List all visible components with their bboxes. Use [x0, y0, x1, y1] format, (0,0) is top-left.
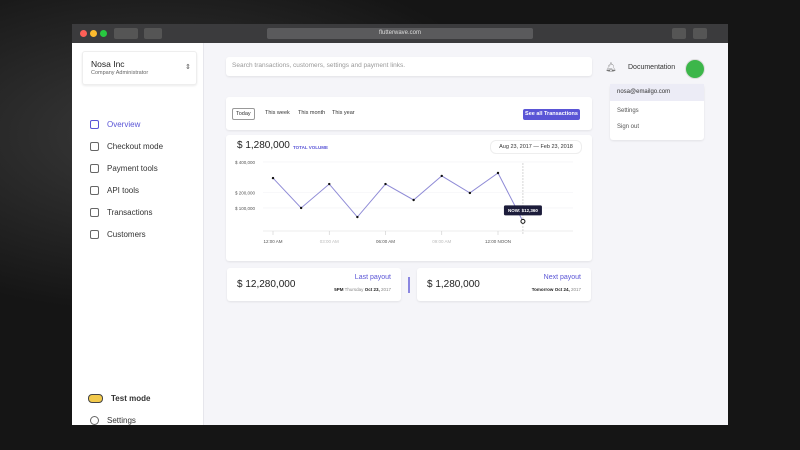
minimize-button[interactable]: [90, 30, 97, 37]
see-all-button[interactable]: See all Transactions: [523, 109, 580, 120]
chevron: ⇕: [185, 64, 191, 71]
company-role: Company Administrator: [91, 70, 149, 76]
payout-amount: $ 1,280,000: [427, 279, 480, 290]
volume-line: [272, 172, 524, 222]
zoom-button[interactable]: [100, 30, 107, 37]
filter-option[interactable]: This year: [332, 110, 355, 116]
data-point: [299, 206, 303, 210]
settings-link[interactable]: Settings: [90, 416, 136, 425]
date-from: Aug 23, 2017: [499, 144, 532, 150]
bell-icon[interactable]: 🔔︎: [605, 62, 617, 72]
search-placeholder: Search transactions, customers, settings…: [232, 62, 406, 69]
nav-buttons[interactable]: [114, 28, 138, 39]
chart-card: $ 1,280,000 TOTAL VOLUME Aug 23, 2017 — …: [226, 135, 592, 261]
nav-item[interactable]: API tools: [90, 186, 139, 195]
nav-item[interactable]: Transactions: [90, 208, 153, 217]
dropdown-item[interactable]: Settings: [617, 108, 639, 114]
payout-date: Oct 24,: [554, 287, 570, 292]
company-name: Nosa Inc: [91, 59, 125, 69]
x-tick-label: 03:00 AM: [320, 239, 339, 244]
nav-label: Payment tools: [107, 164, 158, 173]
account-dropdown: nosa@emailgo.com Settings Sign out: [610, 84, 704, 140]
nav-label: Overview: [107, 120, 141, 129]
y-tick-label: $ 100,000: [235, 206, 256, 211]
share-button[interactable]: [672, 28, 686, 39]
date-to: Feb 23, 2018: [540, 144, 573, 150]
nav-item[interactable]: Overview: [90, 120, 140, 129]
sidebar: Nosa Inc Company Administrator ⇕ Test mo…: [72, 43, 204, 425]
payout-amount: $ 12,280,000: [237, 279, 296, 290]
avatar[interactable]: [685, 59, 705, 79]
test-mode-label: Test mode: [111, 394, 151, 403]
data-point: [328, 182, 331, 186]
data-point: [440, 174, 443, 178]
payout-card: $ 1,280,000 Next payout Tomorrow Oct 24, 2…: [417, 268, 591, 301]
settings-label: Settings: [107, 416, 136, 425]
tabs-button[interactable]: [693, 28, 707, 39]
nav-icon: [90, 120, 99, 129]
x-tick-label: 12:00 NOON: [485, 239, 511, 244]
test-mode-toggle[interactable]: Test mode: [88, 394, 150, 403]
payout-year: 2017: [570, 287, 581, 292]
toggle-switch[interactable]: [88, 394, 103, 403]
payout-day: Thursday: [344, 287, 364, 292]
payout-title: Last payout: [354, 274, 391, 281]
account-switcher[interactable]: Nosa Inc Company Administrator ⇕: [82, 51, 197, 85]
data-point: [271, 176, 275, 180]
nav-label: Transactions: [107, 208, 153, 217]
filter-option[interactable]: This week: [265, 110, 290, 116]
total-label: TOTAL VOLUME: [293, 145, 329, 150]
nav-label: API tools: [107, 186, 140, 195]
payout-time: 5PM: [334, 287, 344, 292]
nav-item[interactable]: Checkout mode: [90, 142, 163, 151]
date-range[interactable]: Aug 23, 2017 — Feb 23, 2018: [490, 140, 582, 154]
account-email: nosa@emailgo.com: [617, 89, 671, 95]
nav-icon: [90, 164, 99, 173]
browser-toolbar: flutterwave.com: [72, 24, 728, 43]
divider: [408, 277, 410, 293]
nav-icon: [90, 208, 99, 217]
data-point: [412, 198, 415, 202]
payout-meta: Tomorrow Oct 24, 2017: [532, 287, 581, 292]
search-bar[interactable]: Search transactions, customers, settings…: [226, 57, 592, 76]
tooltip: [503, 205, 542, 216]
nav-icon: [90, 230, 99, 239]
y-tick-label: $ 200,000: [235, 191, 256, 196]
x-tick-label: 09:00 AM: [432, 239, 451, 244]
dropdown-item[interactable]: Sign out: [617, 124, 640, 130]
close-button[interactable]: [80, 30, 87, 37]
payout-title: Next payout: [543, 274, 581, 281]
browser-window: flutterwave.com Nosa Inc Company Adminis…: [72, 24, 728, 425]
nav-item[interactable]: Payment tools: [90, 164, 158, 173]
y-tick-label: $ 400,000: [235, 160, 256, 165]
data-point: [468, 191, 472, 195]
volume-chart: $ 400,000 $ 200,000 $ 100,000 12:00 AM 03:00…: [235, 160, 573, 244]
payout-meta: 5PM Thursday Oct 23, 2017: [334, 287, 391, 292]
nav-label: Checkout mode: [107, 142, 164, 151]
x-tick-label: 06:00 AM: [376, 239, 395, 244]
payout-year: 2017: [380, 287, 391, 292]
documentation-link[interactable]: Documentation: [628, 64, 676, 71]
payout-date: Oct 23,: [364, 287, 380, 292]
x-tick-label: 12:00 AM: [263, 239, 282, 244]
payout-card: $ 12,280,000 Last payout 5PM Thursday Oct …: [227, 268, 401, 301]
data-point: [384, 182, 387, 186]
payout-time: Tomorrow: [531, 287, 554, 292]
filter-bar: See all Transactions Today This week This …: [226, 97, 592, 130]
data-point: [496, 171, 500, 175]
data-point: [520, 218, 526, 224]
settings-icon: [90, 416, 99, 425]
data-point: [356, 215, 359, 219]
nav-icon: [90, 186, 99, 195]
sidebar-toggle[interactable]: [144, 28, 162, 39]
filter-option[interactable]: This month: [298, 110, 326, 116]
value-label: NOW: $12,360: [508, 208, 538, 213]
nav-item[interactable]: Customers: [90, 230, 146, 239]
nav-label: Customers: [107, 230, 146, 239]
filter-option[interactable]: Today: [232, 108, 255, 120]
nav-icon: [90, 142, 99, 151]
url-bar[interactable]: flutterwave.com: [267, 28, 533, 39]
total-amount: $ 1,280,000: [237, 140, 290, 151]
